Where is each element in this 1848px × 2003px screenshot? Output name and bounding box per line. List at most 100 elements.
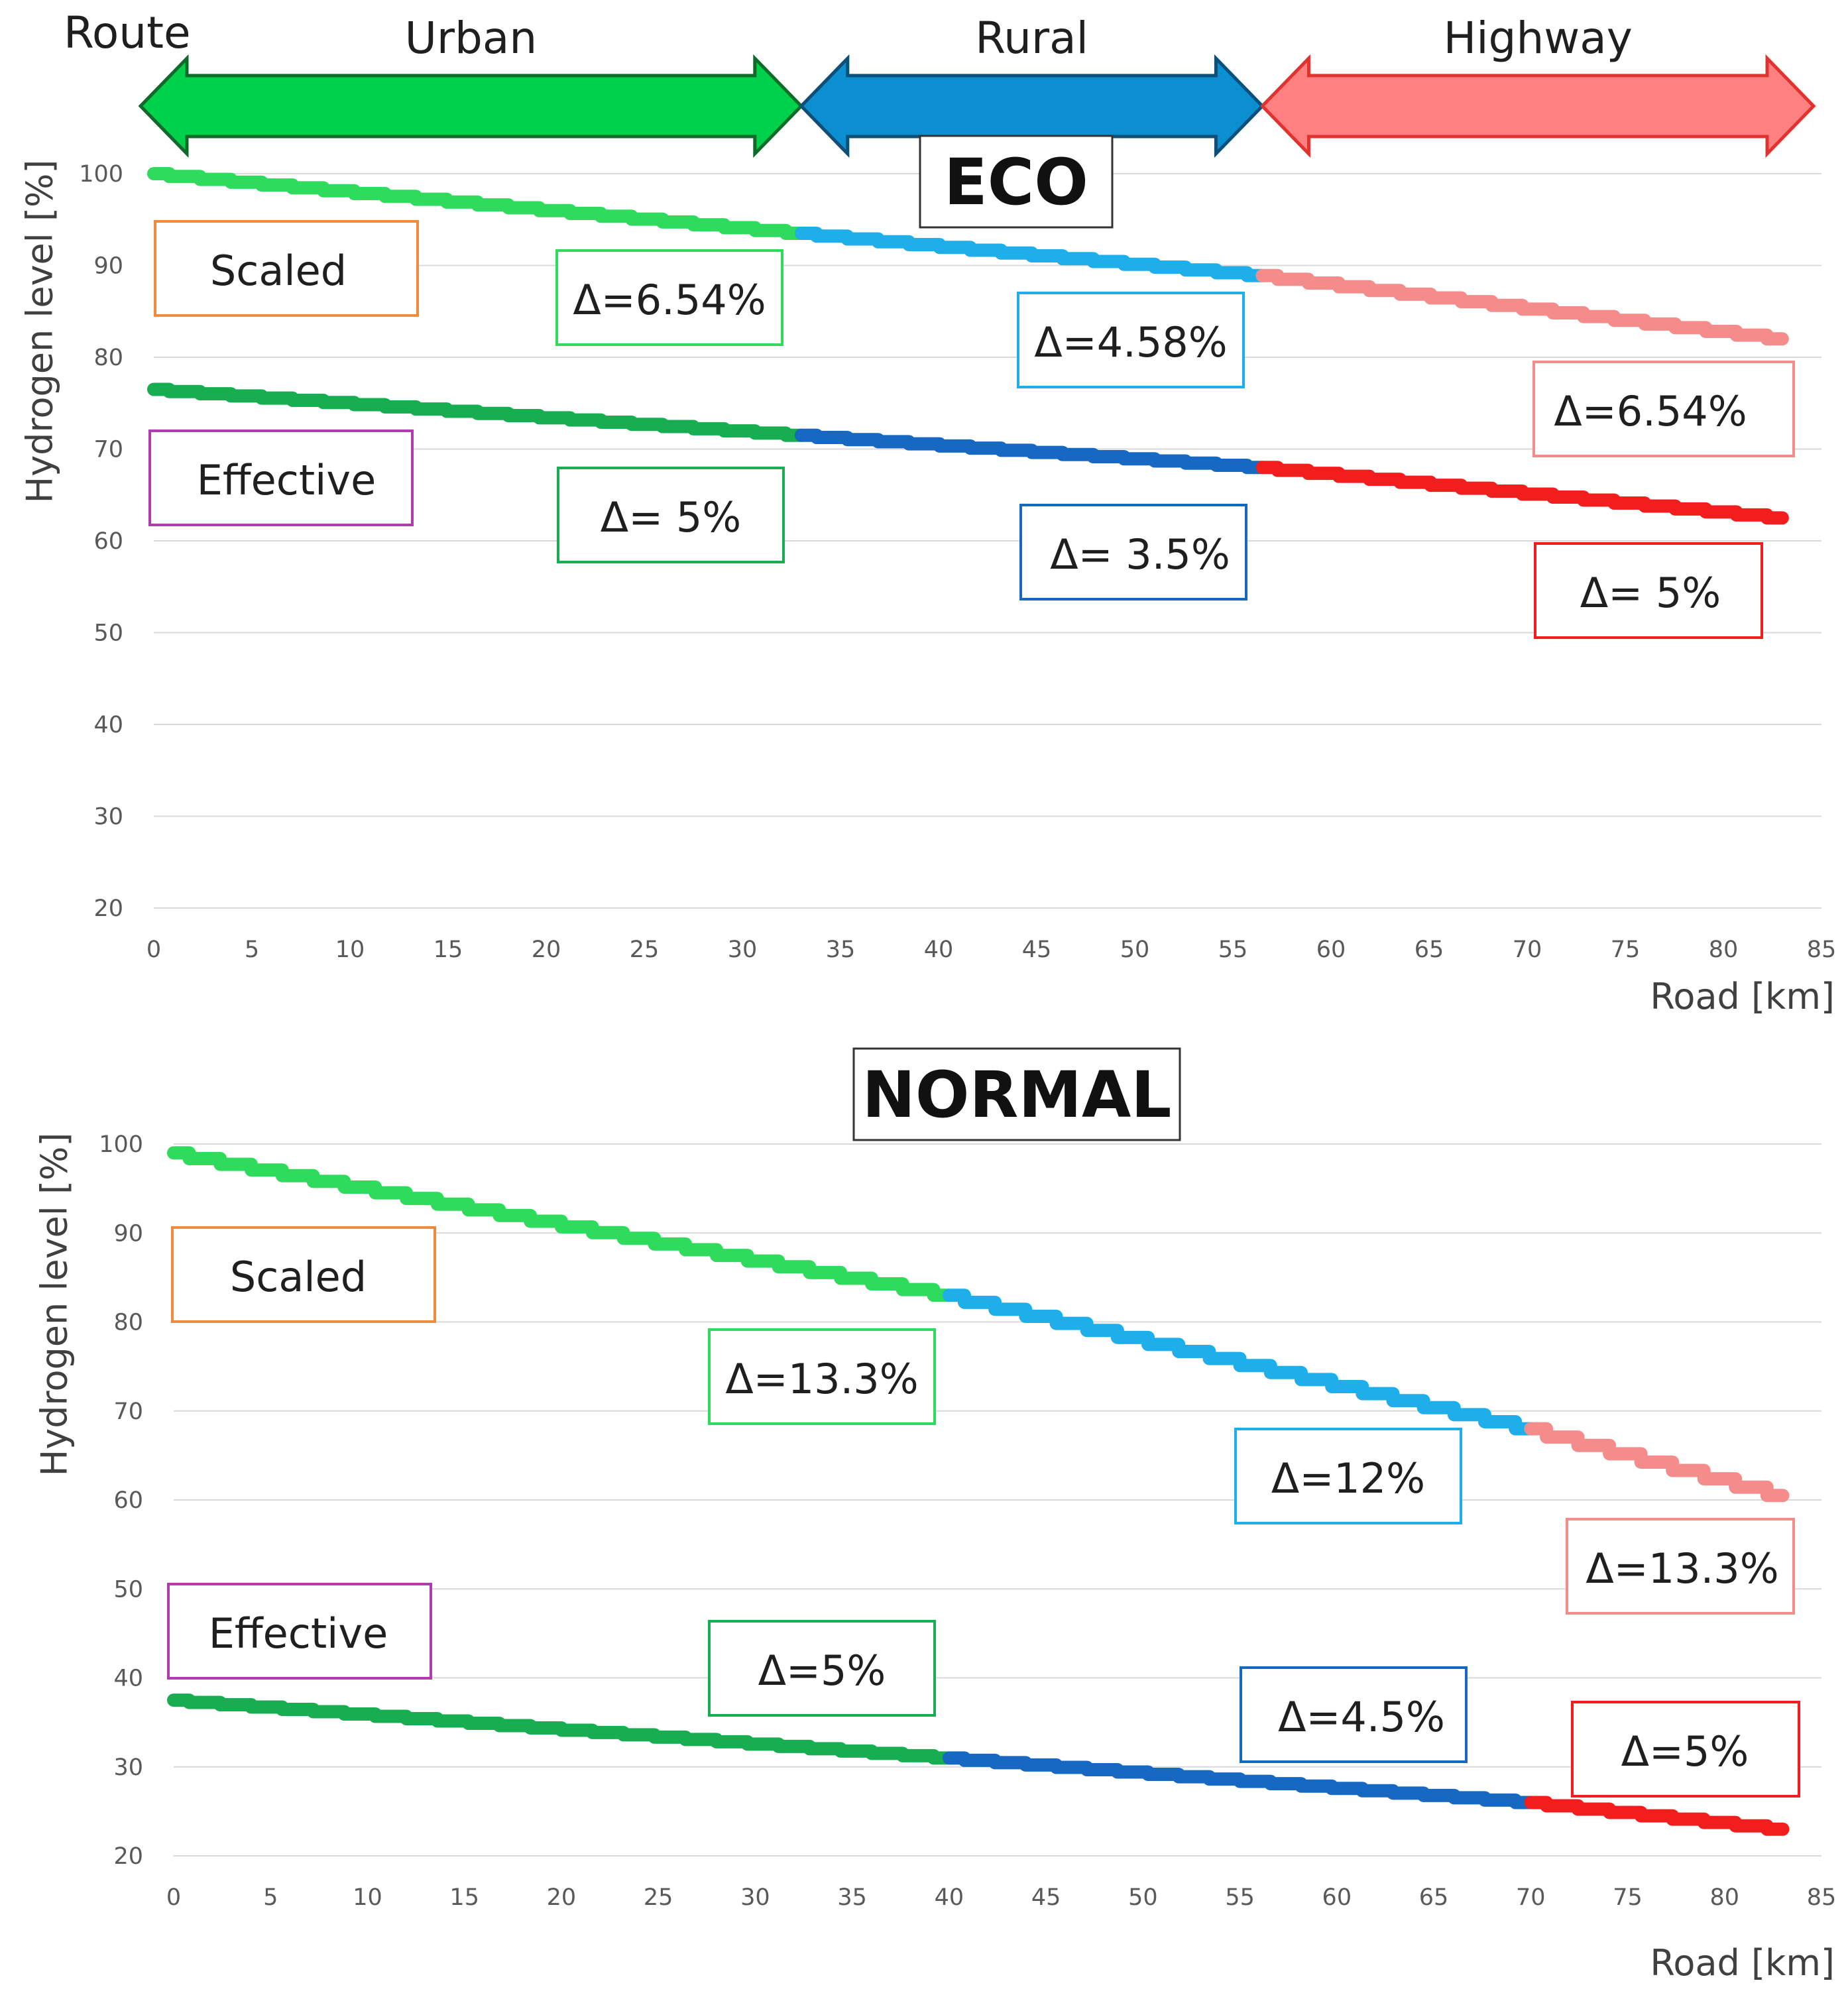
y-tick-label: 40 bbox=[93, 712, 123, 738]
y-tick-label: 50 bbox=[93, 620, 123, 647]
scaled-line-segment-1 bbox=[167, 1146, 956, 1302]
y-tick-label: 100 bbox=[79, 161, 123, 188]
y-tick-label: 90 bbox=[93, 253, 123, 280]
eco-chart: 20 30 40 50 60 70 80 90 100 0 5 10 15 20 25 30 35 40 45 50 5… bbox=[19, 135, 1837, 1017]
mode-title: NORMAL bbox=[862, 1058, 1172, 1132]
x-tick-label: 65 bbox=[1415, 937, 1444, 963]
y-axis-label: Hydrogen level [%] bbox=[19, 160, 61, 504]
x-tick-label: 20 bbox=[547, 1884, 577, 1911]
delta-annotation: Δ=6.54% bbox=[1554, 387, 1747, 435]
delta-annotation: Δ=5% bbox=[758, 1646, 886, 1695]
y-tick-label: 60 bbox=[113, 1487, 143, 1514]
x-tick-label: 0 bbox=[146, 937, 161, 963]
delta-annotation-box bbox=[1234, 1428, 1462, 1524]
normal-chart: 20 30 40 50 60 70 80 90 100 0 5 10 15 20 25 30 35 40 45 50 5… bbox=[34, 1047, 1837, 1984]
mode-title-box bbox=[852, 1047, 1181, 1141]
delta-annotation-box bbox=[708, 1328, 936, 1425]
x-tick-label: 80 bbox=[1709, 1884, 1739, 1911]
scaled-label: Scaled bbox=[230, 1253, 367, 1301]
x-axis-label: Road [km] bbox=[1650, 1942, 1835, 1984]
mode-title: ECO bbox=[944, 145, 1088, 219]
x-tick-label: 35 bbox=[826, 937, 856, 963]
route-segment-label-highway: Highway bbox=[1444, 13, 1633, 64]
route-bar: Route Urban Rural Highway bbox=[64, 7, 1816, 158]
x-tick-label: 15 bbox=[433, 937, 463, 963]
y-tick-label: 60 bbox=[93, 528, 123, 555]
x-tick-label: 30 bbox=[740, 1884, 770, 1911]
y-tick-label: 90 bbox=[113, 1220, 143, 1247]
scaled-line-segment-3 bbox=[1255, 268, 1789, 346]
scaled-label-box bbox=[171, 1226, 436, 1323]
x-tick-label: 40 bbox=[924, 937, 954, 963]
y-tick-label: 40 bbox=[113, 1666, 143, 1692]
y-tick-label: 50 bbox=[113, 1576, 143, 1603]
delta-annotation-box bbox=[1532, 361, 1795, 457]
y-tick-label: 30 bbox=[113, 1754, 143, 1781]
x-tick-label: 15 bbox=[449, 1884, 479, 1911]
effective-label-box bbox=[148, 429, 414, 526]
x-tick-label: 5 bbox=[245, 937, 259, 963]
y-tick-label: 100 bbox=[99, 1131, 143, 1158]
x-tick-label: 55 bbox=[1218, 937, 1248, 963]
effective-line-segment-1 bbox=[147, 382, 808, 442]
effective-label: Effective bbox=[197, 456, 376, 504]
x-tick-label: 25 bbox=[644, 1884, 673, 1911]
y-tick-label: 80 bbox=[93, 345, 123, 371]
delta-annotation-box bbox=[708, 1620, 936, 1717]
x-tick-label: 30 bbox=[728, 937, 758, 963]
mode-title-box bbox=[919, 135, 1114, 229]
x-tick-label: 85 bbox=[1807, 1884, 1837, 1911]
delta-annotation: Δ= 5% bbox=[1580, 569, 1721, 617]
x-tick-label: 50 bbox=[1120, 937, 1150, 963]
effective-line-segment-1 bbox=[167, 1693, 956, 1765]
delta-annotation-box bbox=[1019, 504, 1247, 601]
x-tick-label: 75 bbox=[1611, 937, 1641, 963]
delta-annotation-box bbox=[1566, 1518, 1795, 1615]
x-tick-label: 85 bbox=[1807, 937, 1837, 963]
delta-annotation: Δ= 3.5% bbox=[1050, 530, 1230, 579]
delta-annotation-box bbox=[557, 467, 785, 563]
x-tick-label: 35 bbox=[837, 1884, 867, 1911]
scaled-label: Scaled bbox=[210, 247, 347, 295]
delta-annotation: Δ=5% bbox=[1621, 1727, 1749, 1776]
y-tick-label: 20 bbox=[113, 1843, 143, 1870]
route-segment-label-urban: Urban bbox=[405, 13, 538, 64]
delta-annotation-box bbox=[1571, 1701, 1800, 1798]
delta-annotation-box bbox=[1240, 1666, 1468, 1763]
scaled-label-box bbox=[154, 220, 419, 317]
delta-annotation: Δ=4.5% bbox=[1278, 1693, 1445, 1741]
x-tick-label: 45 bbox=[1031, 1884, 1061, 1911]
y-tick-label: 70 bbox=[113, 1399, 143, 1425]
delta-annotation-box bbox=[555, 249, 783, 346]
effective-label: Effective bbox=[209, 1609, 388, 1658]
x-tick-label: 0 bbox=[166, 1884, 181, 1911]
x-tick-label: 65 bbox=[1419, 1884, 1449, 1911]
y-axis-label: Hydrogen level [%] bbox=[34, 1133, 76, 1477]
delta-annotation: Δ= 5% bbox=[601, 493, 741, 542]
x-tick-label: 70 bbox=[1516, 1884, 1546, 1911]
delta-annotation-box bbox=[1017, 292, 1245, 388]
route-segment-label-rural: Rural bbox=[975, 13, 1088, 64]
x-tick-label: 10 bbox=[335, 937, 365, 963]
x-tick-label: 70 bbox=[1513, 937, 1542, 963]
route-arrow-highway bbox=[1259, 54, 1816, 158]
effective-line-segment-2 bbox=[942, 1751, 1538, 1809]
delta-annotation: Δ=4.58% bbox=[1034, 318, 1227, 367]
effective-label-box bbox=[167, 1583, 432, 1680]
x-tick-label: 60 bbox=[1322, 1884, 1352, 1911]
delta-annotation: Δ=6.54% bbox=[573, 276, 766, 324]
x-tick-label: 45 bbox=[1022, 937, 1052, 963]
delta-annotation-box bbox=[1534, 542, 1763, 639]
x-tick-label: 80 bbox=[1709, 937, 1739, 963]
x-tick-label: 55 bbox=[1225, 1884, 1255, 1911]
x-tick-label: 25 bbox=[630, 937, 660, 963]
x-tick-label: 10 bbox=[353, 1884, 382, 1911]
scaled-line-segment-2 bbox=[942, 1288, 1538, 1436]
x-tick-label: 60 bbox=[1316, 937, 1346, 963]
effective-line-segment-3 bbox=[1255, 461, 1789, 525]
y-tick-label: 20 bbox=[93, 895, 123, 922]
effective-line-segment-3 bbox=[1524, 1796, 1790, 1836]
x-tick-label: 75 bbox=[1613, 1884, 1643, 1911]
x-tick-label: 40 bbox=[935, 1884, 964, 1911]
